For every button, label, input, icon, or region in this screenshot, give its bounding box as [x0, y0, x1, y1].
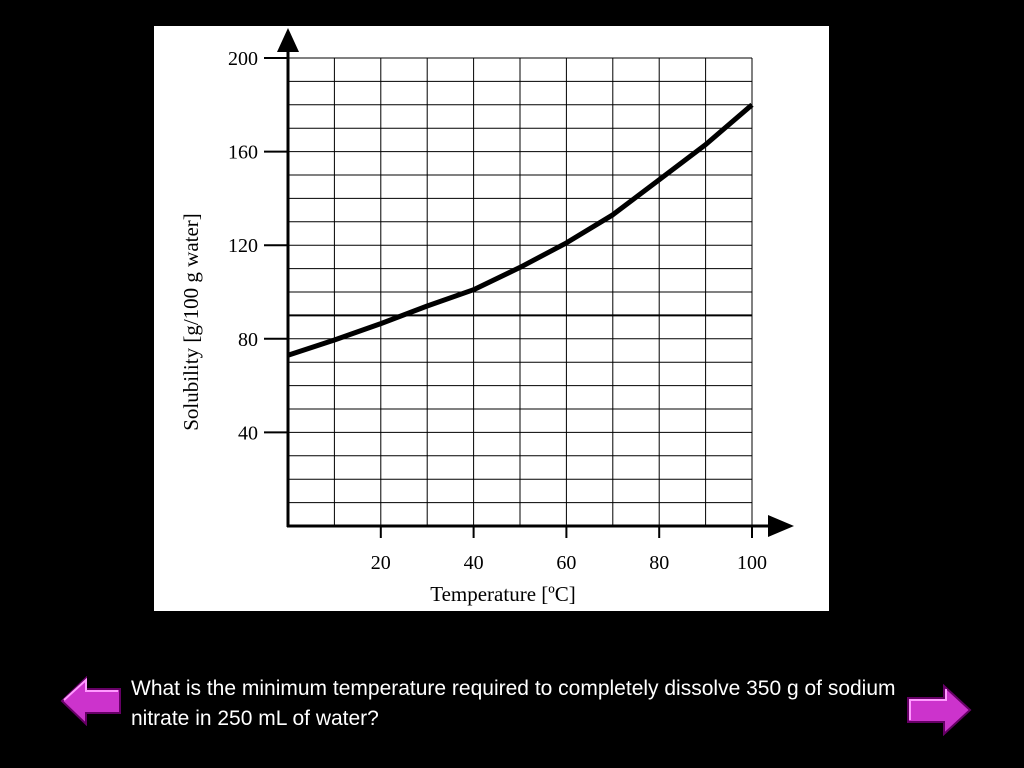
- y-tick-label: 80: [238, 329, 258, 351]
- left-arrow-icon: [60, 676, 121, 726]
- x-tick-label: 40: [464, 552, 484, 574]
- x-tick-label: 80: [649, 552, 669, 574]
- solubility-curve: [287, 102, 754, 358]
- y-tick-label: 200: [228, 48, 258, 70]
- y-axis-title: Solubility [g/100 g water]: [179, 213, 203, 431]
- y-tick-label: 120: [228, 235, 258, 257]
- chart-panel: 20 40 60 80 100 40 80 120 160 200 Temperature [ºC…: [154, 26, 829, 611]
- question-text: What is the minimum temperature required…: [131, 677, 896, 730]
- tick-labels: 20 40 60 80 100 40 80 120 160 200: [228, 48, 767, 574]
- right-arrow-icon: [907, 684, 972, 736]
- y-tick-label: 160: [228, 142, 258, 164]
- solubility-chart: 20 40 60 80 100 40 80 120 160 200 Temperature [ºC…: [179, 28, 794, 606]
- x-axis-title: Temperature [ºC]: [430, 582, 576, 606]
- x-tick-label: 20: [371, 552, 391, 574]
- axes: [277, 28, 794, 537]
- x-tick-label: 60: [556, 552, 576, 574]
- x-axis-arrowhead: [768, 515, 794, 537]
- next-slide-button[interactable]: [906, 684, 972, 736]
- y-axis-arrowhead: [277, 28, 299, 52]
- grid: [288, 57, 753, 526]
- x-tick-label: 100: [737, 552, 767, 574]
- previous-slide-button[interactable]: [60, 676, 122, 726]
- y-tick-label: 40: [238, 422, 258, 444]
- series-group: [287, 102, 754, 358]
